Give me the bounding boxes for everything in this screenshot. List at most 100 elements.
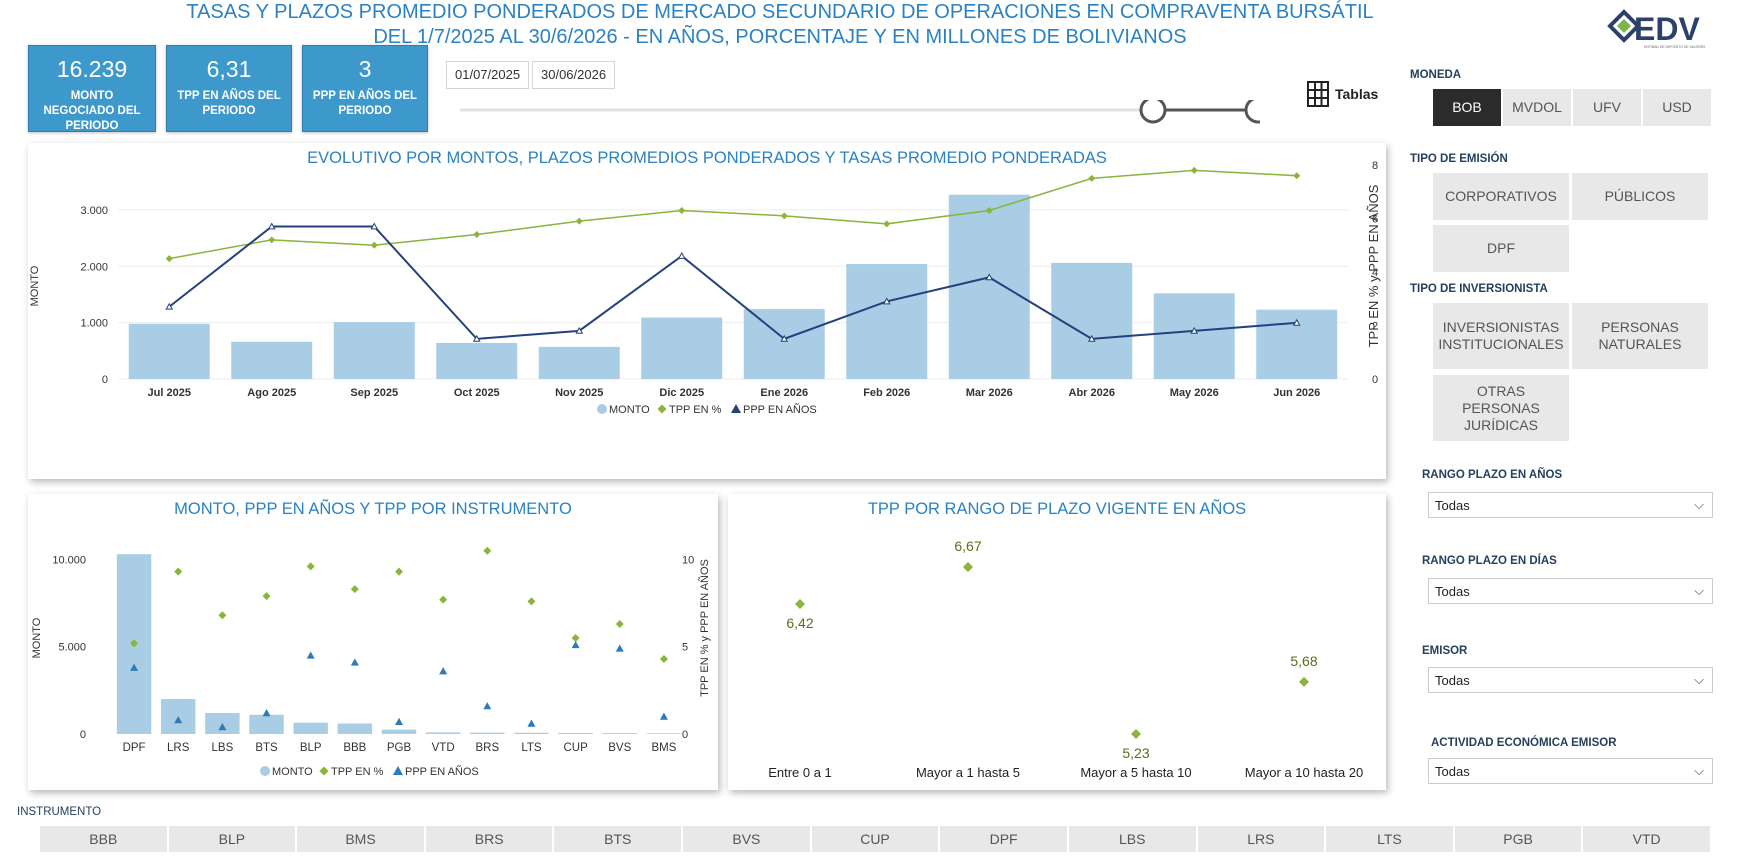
tpp-point <box>883 220 891 228</box>
bar-monto <box>231 341 313 379</box>
rango-anos-value: Todas <box>1435 498 1470 513</box>
tpp-point <box>473 231 481 239</box>
y-axis-label: MONTO <box>31 617 43 658</box>
kpi-tpp-label: TPP EN AÑOS DEL PERIODO <box>177 90 281 117</box>
slider-start-handle[interactable] <box>1139 96 1167 124</box>
date-start-input[interactable]: 01/07/2025 <box>446 61 530 89</box>
x-tick-label: BLP <box>300 742 322 754</box>
tpp-point <box>483 546 492 555</box>
inversionista-otras-juridicas-button[interactable]: OTRAS PERSONAS JURÍDICAS <box>1433 375 1569 441</box>
tpp-point <box>1293 172 1301 180</box>
chevron-down-icon: ⌵ <box>1694 497 1704 512</box>
x-tick-label: VTD <box>432 742 455 754</box>
x-tick-label: Oct 2025 <box>454 387 500 399</box>
slider-end-handle[interactable] <box>1244 96 1272 124</box>
moneda-ufv-button[interactable]: UFV <box>1573 89 1641 126</box>
instrumento-button-vtd[interactable]: VTD <box>1583 826 1710 852</box>
instrumento-button-pgb[interactable]: PGB <box>1454 826 1582 852</box>
date-end-input[interactable]: 30/06/2026 <box>532 61 616 89</box>
rango-dias-value: Todas <box>1435 584 1470 599</box>
x-tick-label: Mar 2026 <box>966 387 1013 399</box>
x-tick-label: BBB <box>343 742 366 754</box>
rango-anos-dropdown[interactable]: Todas ⌵ <box>1428 492 1713 518</box>
x-tick-label: Sep 2025 <box>350 387 398 399</box>
ppp-point <box>985 273 994 281</box>
moneda-bob-button[interactable]: BOB <box>1433 89 1501 126</box>
edv-logo: EDV ENTIDAD DE DEPÓSITO DE VALORES <box>1606 8 1726 50</box>
moneda-label: MONEDA <box>1410 69 1462 81</box>
instrumento-button-lbs[interactable]: LBS <box>1068 826 1196 852</box>
data-label: 5,68 <box>1290 653 1317 669</box>
ppp-point <box>165 302 174 310</box>
moneda-mvdol-button[interactable]: MVDOL <box>1503 89 1571 126</box>
legend-tpp-marker <box>319 766 329 776</box>
instrumento-button-bvs[interactable]: BVS <box>683 826 810 852</box>
moneda-usd-button[interactable]: USD <box>1643 89 1711 126</box>
ppp-point <box>130 663 139 671</box>
actividad-dropdown[interactable]: Todas ⌵ <box>1428 758 1713 784</box>
data-label: 5,23 <box>1122 745 1149 761</box>
ppp-point <box>1087 334 1096 342</box>
kpi-ppp-card: 3 PPP EN AÑOS DEL PERIODO <box>302 45 428 132</box>
instrumento-chart: 0 5.000 10.000 0 5 10 MONTO TPP EN % y PPP EN A… <box>31 546 711 778</box>
legend-monto-label: MONTO <box>272 766 313 778</box>
instrumento-button-bts[interactable]: BTS <box>554 826 682 852</box>
tpp-point <box>218 611 227 620</box>
tpp-point <box>795 598 805 609</box>
ppp-point <box>575 326 584 334</box>
rango-plazo-chart-title: TPP POR RANGO DE PLAZO VIGENTE EN AÑOS <box>867 500 1247 518</box>
instrumento-button-dpf[interactable]: DPF <box>940 826 1067 852</box>
emision-dpf-button[interactable]: DPF <box>1433 225 1569 272</box>
tipo-inversionista-label: TIPO DE INVERSIONISTA <box>1410 283 1548 295</box>
ppp-point <box>370 222 379 230</box>
instrumento-button-cup[interactable]: CUP <box>811 826 939 852</box>
instrumento-button-lts[interactable]: LTS <box>1326 826 1453 852</box>
x-tick-label: Jul 2025 <box>148 387 191 399</box>
instrumento-button-bbb[interactable]: BBB <box>40 826 167 852</box>
logo-subtext: ENTIDAD DE DEPÓSITO DE VALORES <box>1644 44 1706 49</box>
ppp-point <box>615 644 624 652</box>
y-tick-label: 5.000 <box>58 642 86 654</box>
date-slider[interactable] <box>460 96 1272 130</box>
emision-publicos-button[interactable]: PÚBLICOS <box>1572 173 1708 220</box>
ppp-point <box>350 658 359 666</box>
instrumento-button-lrs[interactable]: LRS <box>1197 826 1325 852</box>
y-tick-label: 2.000 <box>80 261 108 273</box>
y-tick-label: 0 <box>102 374 108 386</box>
evolutivo-chart-panel: EVOLUTIVO POR MONTOS, PLAZOS PROMEDIOS P… <box>28 143 1386 479</box>
bar-monto <box>646 733 682 734</box>
table-grid-icon <box>1307 81 1329 107</box>
kpi-tpp-card: 6,31 TPP EN AÑOS DEL PERIODO <box>166 45 292 132</box>
y2-axis-label: TPP EN % y PPP EN AÑOS <box>1366 184 1381 347</box>
bar-monto <box>846 264 928 379</box>
emision-corporativos-button[interactable]: CORPORATIVOS <box>1433 173 1569 220</box>
inversionista-naturales-button[interactable]: PERSONAS NATURALES <box>1572 303 1708 369</box>
tpp-point <box>439 595 448 604</box>
inversionista-institucionales-button[interactable]: INVERSIONISTAS INSTITUCIONALES <box>1433 303 1569 369</box>
x-tick-label: Mayor a 1 hasta 5 <box>916 765 1020 780</box>
tpp-point <box>174 567 183 576</box>
emisor-dropdown[interactable]: Todas ⌵ <box>1428 667 1713 693</box>
instrumento-chart-title: MONTO, PPP EN AÑOS Y TPP POR INSTRUMENTO <box>174 500 572 518</box>
instrumento-button-brs[interactable]: BRS <box>425 826 553 852</box>
tpp-point <box>165 255 173 263</box>
bar-monto <box>128 323 210 379</box>
rango-plazo-chart-panel: TPP POR RANGO DE PLAZO VIGENTE EN AÑOS 6… <box>728 494 1386 790</box>
tpp-point <box>659 654 668 663</box>
x-tick-label: Entre 0 a 1 <box>768 765 832 780</box>
rango-dias-dropdown[interactable]: Todas ⌵ <box>1428 578 1713 604</box>
x-tick-label: Ago 2025 <box>247 387 296 399</box>
ppp-point <box>527 719 536 727</box>
bar-monto <box>425 732 461 734</box>
instrumento-button-bms[interactable]: BMS <box>297 826 424 852</box>
tables-button[interactable]: Tablas <box>1307 80 1387 108</box>
tpp-point <box>678 206 686 214</box>
legend-ppp-marker <box>731 404 741 413</box>
bar-monto <box>293 722 328 734</box>
emisor-label: EMISOR <box>1422 645 1468 657</box>
tpp-point <box>262 592 271 601</box>
page-title: TASAS Y PLAZOS PROMEDIO PONDERADOS DE ME… <box>180 0 1380 50</box>
kpi-monto-label: MONTO NEGOCIADO DEL PERIODO <box>43 90 141 132</box>
y2-axis-label: TPP EN % y PPP EN AÑOS <box>698 559 711 697</box>
instrumento-button-blp[interactable]: BLP <box>168 826 296 852</box>
